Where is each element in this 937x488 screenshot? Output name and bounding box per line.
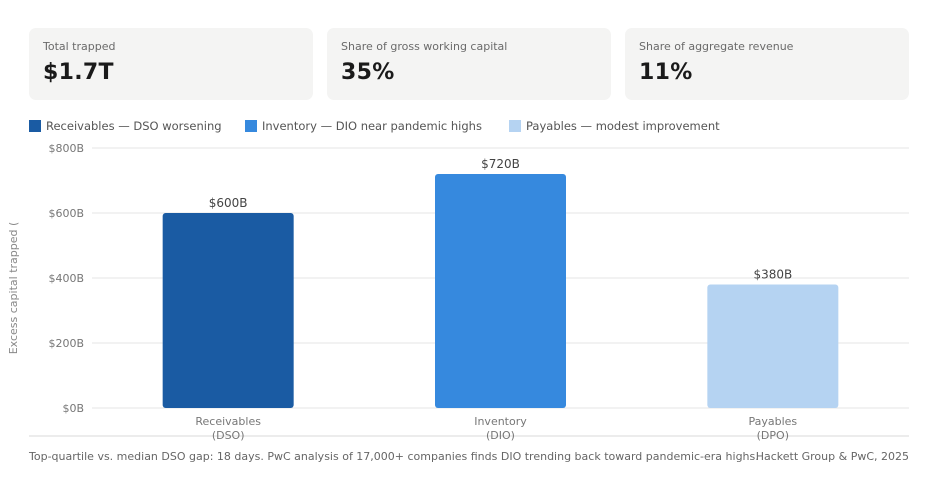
legend-label: Payables — modest improvement [526, 119, 720, 133]
y-axis-label: Excess capital trapped ( [7, 222, 20, 355]
legend-swatch [29, 120, 41, 132]
x-tick-label: (DIO) [486, 429, 515, 442]
bar-value-label: $720B [481, 157, 520, 171]
kpi-label: Total trapped [43, 40, 116, 53]
y-tick-label: $0B [62, 402, 84, 415]
kpi-card-share-revenue: Share of aggregate revenue 11% [625, 28, 909, 100]
kpi-card-total-trapped: Total trapped $1.7T [29, 28, 313, 100]
x-tick-label: (DPO) [757, 429, 789, 442]
x-tick-label: Receivables [195, 415, 261, 428]
chart-source: Hackett Group & PwC, 2025 [755, 450, 909, 463]
y-tick-label: $200B [48, 337, 84, 350]
legend-item-payables: Payables — modest improvement [509, 119, 720, 133]
legend-swatch [509, 120, 521, 132]
kpi-card-share-working-capital: Share of gross working capital 35% [327, 28, 611, 100]
bar [435, 174, 566, 408]
x-tick-label: (DSO) [212, 429, 245, 442]
bar-chart: $0B $200B $400B $600B $800B Excess capital tr… [7, 142, 909, 442]
chart-footnote: Top-quartile vs. median DSO gap: 18 days… [29, 450, 759, 463]
bar [162, 213, 294, 408]
legend-item-receivables: Receivables — DSO worsening [29, 119, 222, 133]
y-tick-label: $400B [48, 272, 84, 285]
x-tick-label: Inventory [474, 415, 527, 428]
kpi-value: 11% [639, 60, 693, 85]
legend-label: Receivables — DSO worsening [46, 119, 222, 133]
kpi-label: Share of aggregate revenue [639, 40, 794, 53]
kpi-row: Total trapped $1.7T Share of gross worki… [29, 28, 909, 100]
bar-value-label: $600B [209, 196, 248, 210]
legend-swatch [245, 120, 257, 132]
y-tick-label: $800B [48, 142, 84, 155]
kpi-label: Share of gross working capital [341, 40, 508, 53]
kpi-value: 35% [341, 60, 395, 85]
kpi-value: $1.7T [43, 60, 114, 85]
bar-value-label: $380B [753, 268, 792, 282]
y-tick-label: $600B [48, 207, 84, 220]
bar [707, 284, 839, 408]
x-tick-label: Payables [748, 415, 797, 428]
legend-label: Inventory — DIO near pandemic highs [262, 119, 482, 133]
legend-item-inventory: Inventory — DIO near pandemic highs [245, 119, 482, 133]
